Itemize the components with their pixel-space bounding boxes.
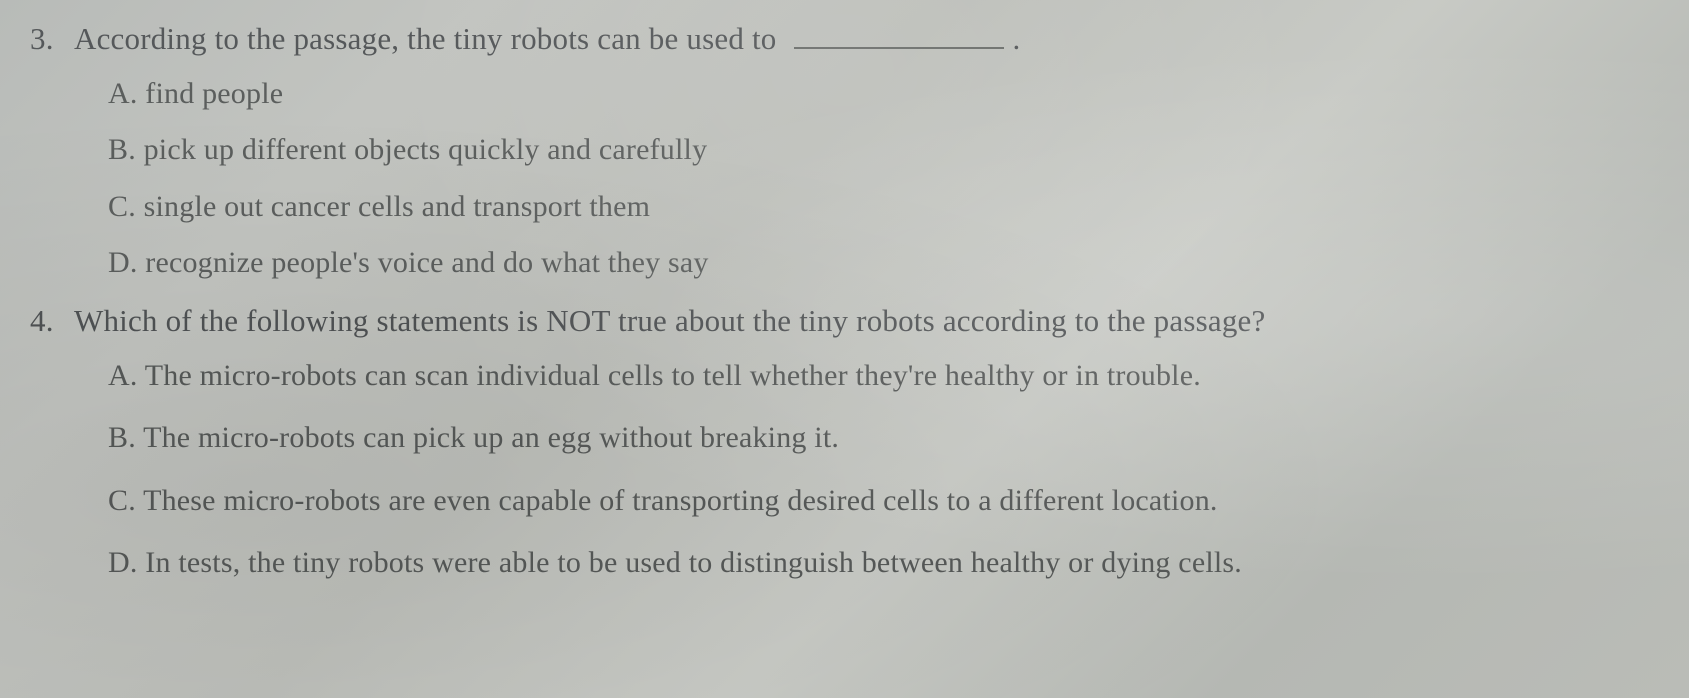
question-4-option-a: A. The micro-robots can scan individual …	[108, 356, 1659, 397]
question-4-option-c: C. These micro-robots are even capable o…	[108, 481, 1659, 522]
question-3: 3. According to the passage, the tiny ro…	[30, 18, 1659, 284]
question-3-period: .	[1012, 21, 1020, 56]
question-3-stem: 3. According to the passage, the tiny ro…	[30, 18, 1659, 60]
question-4-text: Which of the following statements is NOT…	[74, 300, 1265, 342]
question-3-option-a: A. find people	[108, 74, 1659, 115]
question-3-number: 3.	[30, 18, 74, 60]
question-4-number: 4.	[30, 300, 74, 342]
fill-blank	[794, 21, 1004, 49]
question-3-option-c: C. single out cancer cells and transport…	[108, 187, 1659, 228]
question-4: 4. Which of the following statements is …	[30, 300, 1659, 584]
question-4-option-d: D. In tests, the tiny robots were able t…	[108, 543, 1659, 584]
question-3-text: According to the passage, the tiny robot…	[74, 21, 777, 56]
question-3-option-d: D. recognize people's voice and do what …	[108, 243, 1659, 284]
question-4-stem: 4. Which of the following statements is …	[30, 300, 1659, 342]
question-4-option-b: B. The micro-robots can pick up an egg w…	[108, 418, 1659, 459]
question-3-option-b: B. pick up different objects quickly and…	[108, 130, 1659, 171]
